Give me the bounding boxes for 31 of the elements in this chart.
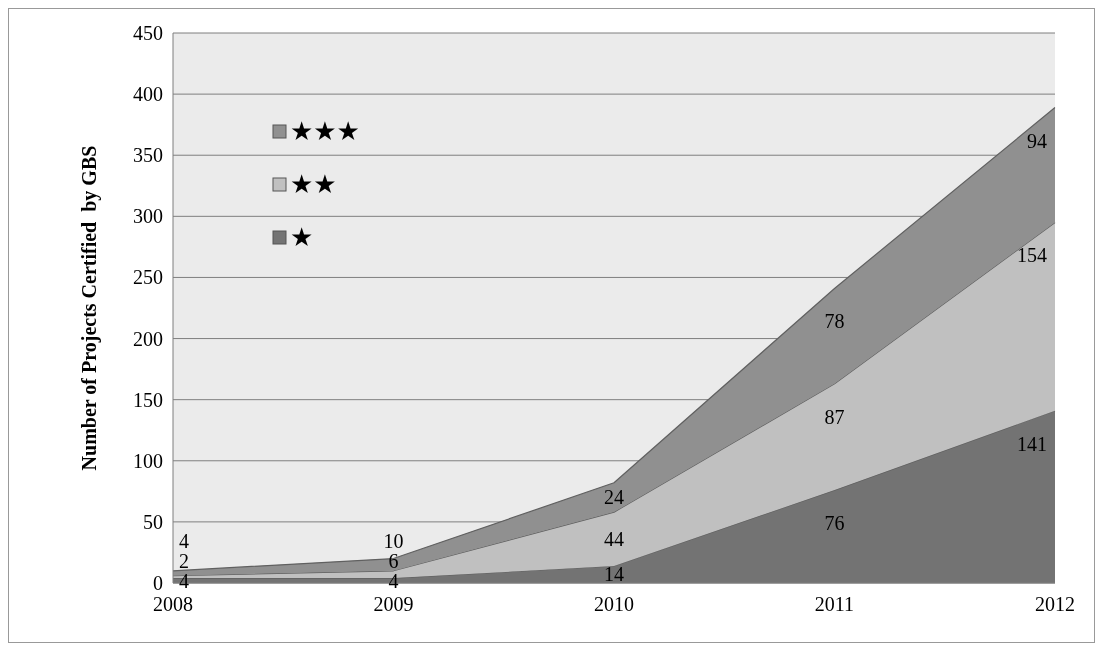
data-label: 10 <box>383 529 404 552</box>
data-label: 76 <box>824 512 845 535</box>
y-axis-title: Number of Projects Certified by GBS <box>78 145 101 471</box>
data-label: 4 <box>179 529 189 552</box>
y-tick-label: 350 <box>133 144 163 167</box>
x-tick-label: 2010 <box>594 593 634 615</box>
x-tick-label: 2009 <box>373 593 414 615</box>
y-tick-label: 400 <box>133 83 163 106</box>
y-tick-label: 200 <box>133 327 163 350</box>
data-label: 154 <box>1017 244 1047 267</box>
y-tick-label: 50 <box>143 510 163 533</box>
y-tick-label: 300 <box>133 205 163 228</box>
y-tick-label: 250 <box>133 266 163 289</box>
x-tick-label: 2011 <box>814 593 855 615</box>
data-label: 44 <box>604 528 624 550</box>
y-tick-label: 450 <box>133 22 163 44</box>
legend-label: ★ <box>290 222 314 252</box>
data-label: 14 <box>604 563 624 586</box>
x-tick-label: 2012 <box>1035 593 1075 615</box>
y-tick-label: 0 <box>153 572 163 594</box>
data-label: 78 <box>824 310 845 333</box>
x-tick-label: 2008 <box>153 593 193 615</box>
data-label: 24 <box>604 486 624 509</box>
data-label: 94 <box>1027 129 1047 152</box>
y-tick-label: 100 <box>133 449 163 472</box>
legend-label: ★★ <box>290 169 337 199</box>
data-label: 2 <box>179 549 189 572</box>
legend-label: ★★★ <box>290 116 360 146</box>
data-label: 141 <box>1017 432 1047 455</box>
data-label: 87 <box>824 405 845 428</box>
y-tick-label: 150 <box>133 388 163 411</box>
